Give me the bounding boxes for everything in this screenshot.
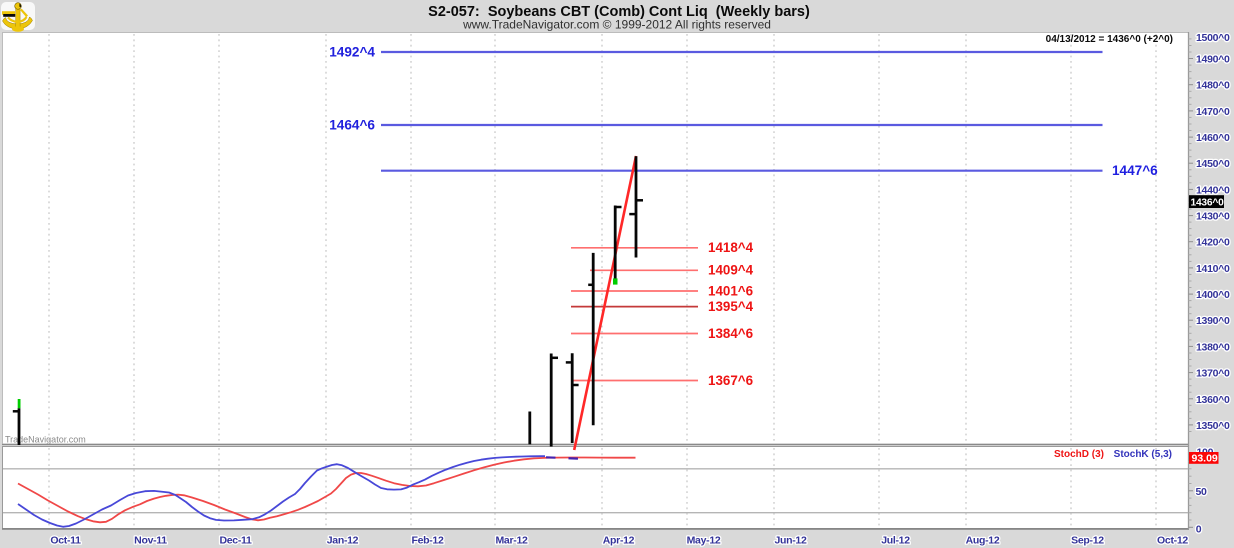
svg-text:0: 0 — [1196, 524, 1202, 536]
svg-text:www.TradeNavigator.com © 1999-: www.TradeNavigator.com © 1999-2012 All r… — [462, 18, 771, 32]
svg-text:50: 50 — [1196, 486, 1208, 498]
svg-text:1420^0: 1420^0 — [1196, 237, 1230, 249]
svg-text:1395^4: 1395^4 — [708, 299, 754, 314]
svg-text:1390^0: 1390^0 — [1196, 315, 1230, 327]
svg-text:1460^0: 1460^0 — [1196, 132, 1230, 144]
svg-text:Dec-11: Dec-11 — [219, 535, 252, 547]
svg-text:May-12: May-12 — [687, 535, 721, 547]
svg-text:1430^0: 1430^0 — [1196, 211, 1230, 223]
svg-text:1400^0: 1400^0 — [1196, 289, 1230, 301]
svg-text:StochD (3): StochD (3) — [1054, 449, 1104, 460]
svg-text:1380^0: 1380^0 — [1196, 341, 1230, 353]
svg-text:1447^6: 1447^6 — [1112, 163, 1158, 178]
svg-text:Nov-11: Nov-11 — [134, 535, 167, 547]
svg-text:1367^6: 1367^6 — [708, 373, 753, 388]
svg-text:Mar-12: Mar-12 — [495, 535, 528, 547]
svg-text:1450^0: 1450^0 — [1196, 158, 1230, 170]
svg-text:04/13/2012 = 1436^0 (+2^0): 04/13/2012 = 1436^0 (+2^0) — [1046, 34, 1173, 45]
svg-text:1360^0: 1360^0 — [1196, 394, 1230, 406]
svg-text:1480^0: 1480^0 — [1196, 80, 1230, 92]
svg-text:93.09: 93.09 — [1192, 453, 1218, 465]
svg-text:Jan-12: Jan-12 — [327, 535, 359, 547]
svg-text:Oct-11: Oct-11 — [50, 535, 81, 547]
svg-text:1492^4: 1492^4 — [329, 44, 375, 59]
svg-text:Aug-12: Aug-12 — [966, 535, 1000, 547]
svg-text:Oct-12: Oct-12 — [1157, 535, 1188, 547]
svg-text:1500^0: 1500^0 — [1196, 32, 1230, 44]
svg-text:1464^6: 1464^6 — [329, 117, 375, 132]
svg-text:Jul-12: Jul-12 — [881, 535, 910, 547]
svg-text:1370^0: 1370^0 — [1196, 368, 1230, 380]
svg-text:Jun-12: Jun-12 — [774, 535, 807, 547]
svg-text:Apr-12: Apr-12 — [603, 535, 635, 547]
svg-text:TradeNavigator.com: TradeNavigator.com — [5, 435, 86, 445]
svg-text:1401^6: 1401^6 — [708, 283, 753, 298]
svg-text:StochK (5,3): StochK (5,3) — [1114, 449, 1172, 460]
svg-text:1350^0: 1350^0 — [1196, 420, 1230, 432]
svg-text:1436^0: 1436^0 — [1191, 197, 1225, 208]
svg-text:S2-057: Soybeans CBT (Comb) C: S2-057: Soybeans CBT (Comb) Cont Liq (We… — [428, 4, 810, 20]
svg-text:1418^4: 1418^4 — [708, 240, 754, 255]
svg-text:1384^6: 1384^6 — [708, 326, 753, 341]
svg-text:Feb-12: Feb-12 — [411, 535, 444, 547]
svg-text:1490^0: 1490^0 — [1196, 54, 1230, 66]
svg-text:Sep-12: Sep-12 — [1071, 535, 1104, 547]
svg-text:1470^0: 1470^0 — [1196, 106, 1230, 118]
svg-text:1409^4: 1409^4 — [708, 263, 754, 278]
svg-text:1440^0: 1440^0 — [1196, 184, 1230, 196]
svg-text:1410^0: 1410^0 — [1196, 263, 1230, 275]
